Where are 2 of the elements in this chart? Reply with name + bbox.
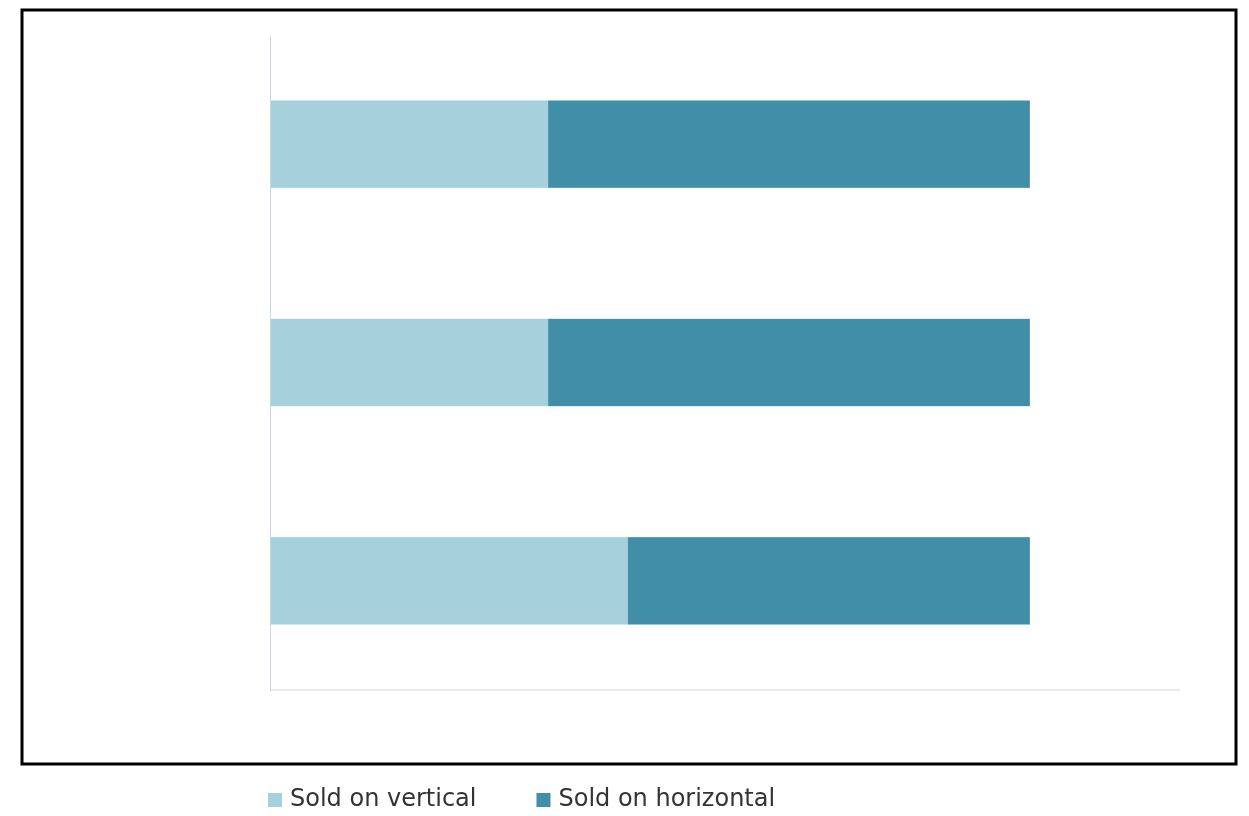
legend-label: Sold on horizontal [558, 784, 776, 812]
legend-label: Sold on vertical [290, 784, 477, 812]
